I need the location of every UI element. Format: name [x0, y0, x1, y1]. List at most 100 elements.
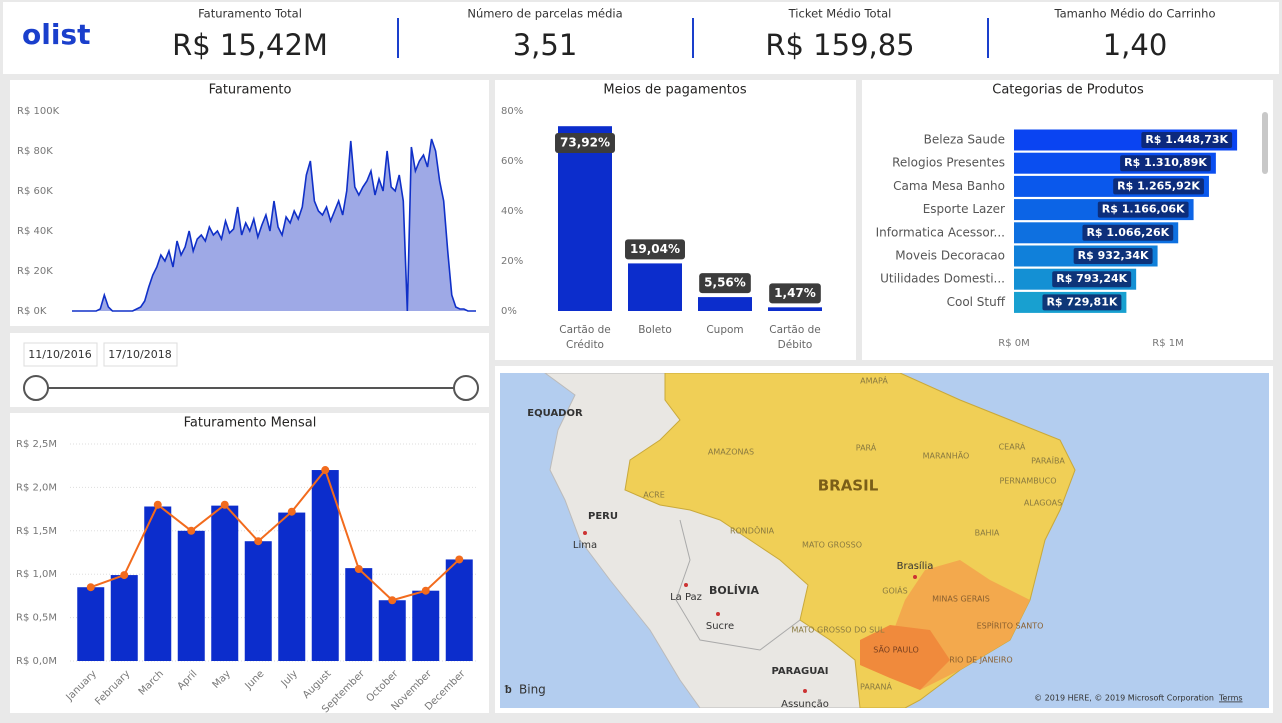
point [86, 583, 95, 592]
y-tick-label: R$ 0,5M [16, 613, 57, 624]
x-tick-label: Cupom [706, 324, 744, 336]
point [120, 571, 129, 580]
bar [628, 263, 682, 311]
map-label: PARAGUAI [771, 666, 828, 677]
map-label: PARAÍBA [1031, 455, 1065, 466]
map-label: AMAZONAS [708, 448, 754, 457]
y-tick-label: 20% [501, 256, 523, 267]
map-label: RIO DE JANEIRO [949, 656, 1012, 665]
panel [495, 80, 856, 360]
map-label: PERNAMBUCO [999, 477, 1056, 486]
y-tick-label: R$ 60K [17, 186, 53, 197]
map-label: MATO GROSSO [802, 541, 862, 550]
city-dot [803, 689, 807, 693]
y-tick-label: R$ 2,0M [16, 482, 57, 493]
point [421, 586, 430, 595]
y-tick-label: R$ 2,5M [16, 439, 57, 450]
map-label: SÃO PAULO [873, 645, 919, 655]
map-labels: EQUADOR PERU Lima BOLÍVIA La Paz Sucre PARAGUA… [527, 375, 1065, 718]
start-date[interactable]: 11/10/2016 [28, 348, 91, 361]
map-label: AMAPÁ [860, 375, 888, 386]
bar [558, 126, 612, 311]
map-label: CHILE [647, 707, 680, 718]
value-label: R$ 1.166,06K [1102, 203, 1185, 216]
kpi-value: R$ 159,85 [765, 28, 914, 62]
map-label: Lima [573, 540, 597, 551]
map-label: CEARÁ [999, 441, 1026, 452]
header-panel [3, 2, 1279, 74]
map-terms[interactable]: Terms [1218, 694, 1243, 703]
value-label-bg [769, 283, 821, 304]
bar [445, 559, 473, 661]
value-label: R$ 1.448,73K [1145, 133, 1228, 146]
bar [244, 541, 272, 661]
y-tick-label: 40% [501, 206, 523, 217]
map-label: BOLÍVIA [709, 584, 759, 597]
chart-title: Categorias de Produtos [992, 83, 1144, 98]
border [675, 519, 801, 651]
value-label-bg [1113, 178, 1204, 195]
value-label: 1,47% [774, 286, 816, 300]
category-label: Cama Mesa Banho [893, 179, 1005, 193]
value-label-bg [1141, 132, 1233, 148]
map-label: PARÁ [856, 442, 877, 453]
logo: olist [22, 18, 90, 51]
y-tick-label: R$ 0K [17, 306, 47, 317]
point [153, 500, 162, 509]
chart-title: Faturamento Mensal [184, 416, 317, 431]
kpi-label: Número de parcelas média [467, 7, 622, 21]
map-label: BAHIA [975, 529, 1000, 538]
scrollbar[interactable] [1262, 112, 1268, 174]
category-label: Moveis Decoracao [895, 249, 1005, 263]
map-label: PERU [588, 511, 618, 522]
category-label: Beleza Saude [924, 133, 1005, 147]
value-label: R$ 729,81K [1046, 295, 1117, 308]
value-label-bg [1042, 294, 1122, 311]
line [72, 138, 476, 312]
slider-handle[interactable] [23, 375, 49, 401]
map[interactable]: EQUADOR PERU Lima BOLÍVIA La Paz Sucre PARAGUA… [500, 373, 1269, 718]
kpi-value: R$ 15,42M [172, 28, 328, 62]
value-label: R$ 793,24K [1056, 272, 1127, 285]
map-label: ALAGOAS [1024, 499, 1062, 508]
value-label-bg [1097, 201, 1189, 218]
map-label: Assunção [781, 699, 829, 710]
kpi-label: Faturamento Total [198, 7, 302, 21]
city-dot [913, 575, 917, 579]
y-tick-label: 0% [501, 306, 517, 317]
y-tick-label: R$ 100K [17, 106, 60, 117]
point [220, 500, 229, 509]
value-label: R$ 1.310,89K [1124, 156, 1207, 169]
category-label: Esporte Lazer [923, 202, 1005, 216]
value-label-bg [555, 133, 615, 153]
y-tick-label: R$ 1,5M [16, 526, 57, 537]
point [388, 596, 397, 605]
kpi-value: 1,40 [1103, 28, 1168, 62]
x-tick-label: Boleto [638, 324, 672, 336]
map-label: ESPÍRITO SANTO [977, 620, 1044, 631]
x-tick-label: Cartão de Débito [769, 324, 821, 351]
map-label: Brasília [897, 560, 934, 572]
date-box[interactable] [103, 342, 178, 367]
point [354, 564, 363, 573]
value-label: R$ 932,34K [1078, 249, 1149, 262]
map-label: MINAS GERAIS [932, 595, 990, 604]
map-provider: Bing [519, 683, 546, 697]
kpi-label: Tamanho Médio do Carrinho [1054, 7, 1216, 21]
point [254, 537, 263, 546]
date-box[interactable] [23, 342, 98, 367]
point [321, 466, 330, 475]
map-label: Sucre [706, 621, 734, 632]
region-highest [860, 625, 950, 690]
category-label: Informatica Acessor... [876, 225, 1005, 239]
area [72, 139, 476, 311]
x-tick-label: Cartão de Crédito [559, 324, 611, 351]
city-dot [684, 583, 688, 587]
end-date[interactable]: 17/10/2018 [108, 348, 171, 361]
slider-handle[interactable] [453, 375, 479, 401]
map-provider-icon: ᵬ [504, 683, 512, 696]
bar [278, 512, 306, 661]
value-label: 5,56% [704, 276, 746, 290]
map-copyright: © 2019 HERE, © 2019 Microsoft Corporatio… [1034, 694, 1214, 703]
y-tick-label: 80% [501, 106, 523, 117]
